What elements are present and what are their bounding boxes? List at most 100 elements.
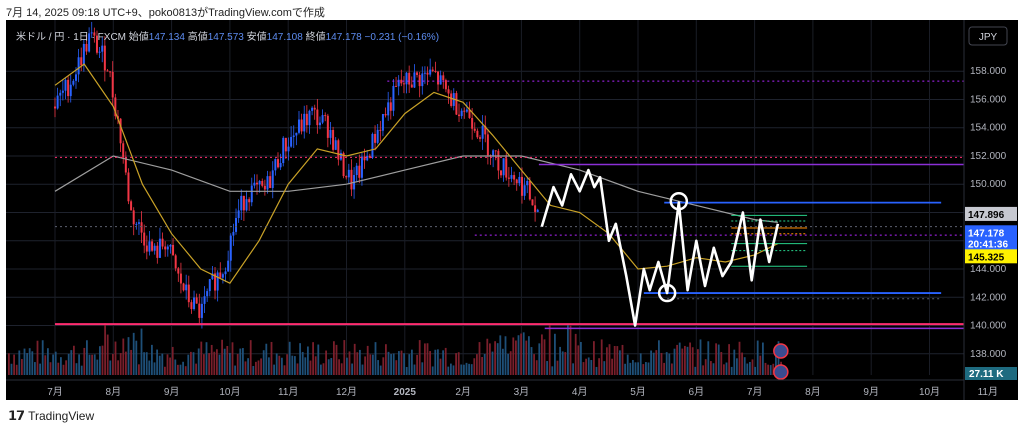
candle-body [232,231,235,236]
volume-bar [330,358,333,375]
volume-bar [138,364,140,375]
volume-bar [676,344,678,375]
volume-bar [756,340,759,375]
candle-body [531,199,534,206]
volume-bar [288,341,291,375]
volume-bar [767,364,769,375]
volume-bar [754,366,756,375]
volume-bar [538,343,541,375]
ma-short-line [54,63,779,284]
volume-bar [57,362,60,375]
currency-button-label[interactable]: JPY [979,32,998,43]
volume-bar [78,354,80,375]
candle-body [463,110,466,112]
volume-bar [561,351,564,375]
volume-bar [364,356,366,375]
candle-body [190,302,193,310]
candle-body [465,109,468,112]
volume-bar [439,358,442,375]
volume-bar [106,334,109,375]
volume-bar [325,350,327,375]
volume-bar [239,348,242,375]
candle-body [216,272,219,291]
price-chart[interactable]: JPY138.000140.000142.000144.000146.00014… [6,20,1018,400]
candle-body [334,140,337,150]
candle-body [174,255,177,269]
candle-body [515,179,518,184]
volume-bar [15,364,18,375]
volume-badge-bg [965,367,1017,380]
volume-bar [746,363,749,375]
candle-body [350,169,353,190]
candle-body [534,205,537,212]
volume-bar [486,338,489,375]
candle-body [261,180,264,186]
volume-bar [203,354,205,375]
candle-body [429,69,432,75]
volume-bar [135,340,138,375]
volume-bar [47,348,49,375]
chart-caption: 7月 14, 2025 09:18 UTC+9、poko0813がTrading… [0,0,1024,20]
volume-bar [600,339,603,375]
volume-bar [286,354,288,375]
chart-pane[interactable]: 米ドル / 円 · 1日 · FXCM 始値147.134 高値147.573 … [6,20,1018,400]
volume-bar [598,358,600,375]
candle-body [85,43,88,52]
brand-name[interactable]: TradingView [28,409,95,423]
volume-bar [223,348,226,375]
volume-bar [608,344,611,375]
volume-bar [379,365,382,375]
candle-body [106,70,109,72]
volume-bar [80,365,83,375]
volume-bar [86,340,88,375]
volume-bar [577,345,580,375]
volume-bar [483,353,486,375]
volume-bar [39,363,41,375]
x-tick-label: 5月 [630,386,646,398]
candle-body [256,182,259,185]
volume-bar [494,341,496,375]
candle-body [114,97,117,117]
volume-bar [18,350,21,375]
candle-body [211,273,214,280]
volume-bar [385,344,387,375]
volume-bar [567,323,569,375]
volume-bar [699,339,702,375]
candle-body [384,113,387,116]
x-tick-label: 10月 [919,386,940,398]
candle-body [135,223,138,225]
volume-bar [621,344,624,375]
x-tick-label: 7月 [747,386,763,398]
x-tick-label: 11月 [278,386,298,398]
volume-bar [684,345,686,375]
candle-body [471,117,474,129]
volume-bar [195,363,197,375]
volume-bar [309,360,312,375]
candle-body [132,210,135,225]
y-tick-label: 150.000 [970,179,1007,190]
volume-bar [356,352,359,375]
volume-bar [421,362,424,375]
volume-bar [515,340,517,375]
candle-body [332,129,335,150]
candle-body [172,244,175,256]
volume-bar [639,353,642,375]
volume-bar [275,353,278,375]
candle-body [460,110,463,117]
candle-body [392,85,395,111]
candle-body [416,72,419,75]
volume-bar [130,349,132,375]
volume-bar [374,342,377,375]
volume-bar [502,348,504,375]
volume-bar [294,356,296,375]
volume-bar [270,341,273,375]
candle-body [274,159,277,171]
candle-body [67,79,70,97]
tradingview-logo-icon[interactable]: 𝟭𝟳 [8,408,25,423]
volume-bar [665,352,668,375]
candle-body [371,133,374,158]
volume-bar [340,363,343,375]
volume-bar [171,346,174,375]
volume-bar [507,353,509,375]
volume-bar [564,352,567,375]
